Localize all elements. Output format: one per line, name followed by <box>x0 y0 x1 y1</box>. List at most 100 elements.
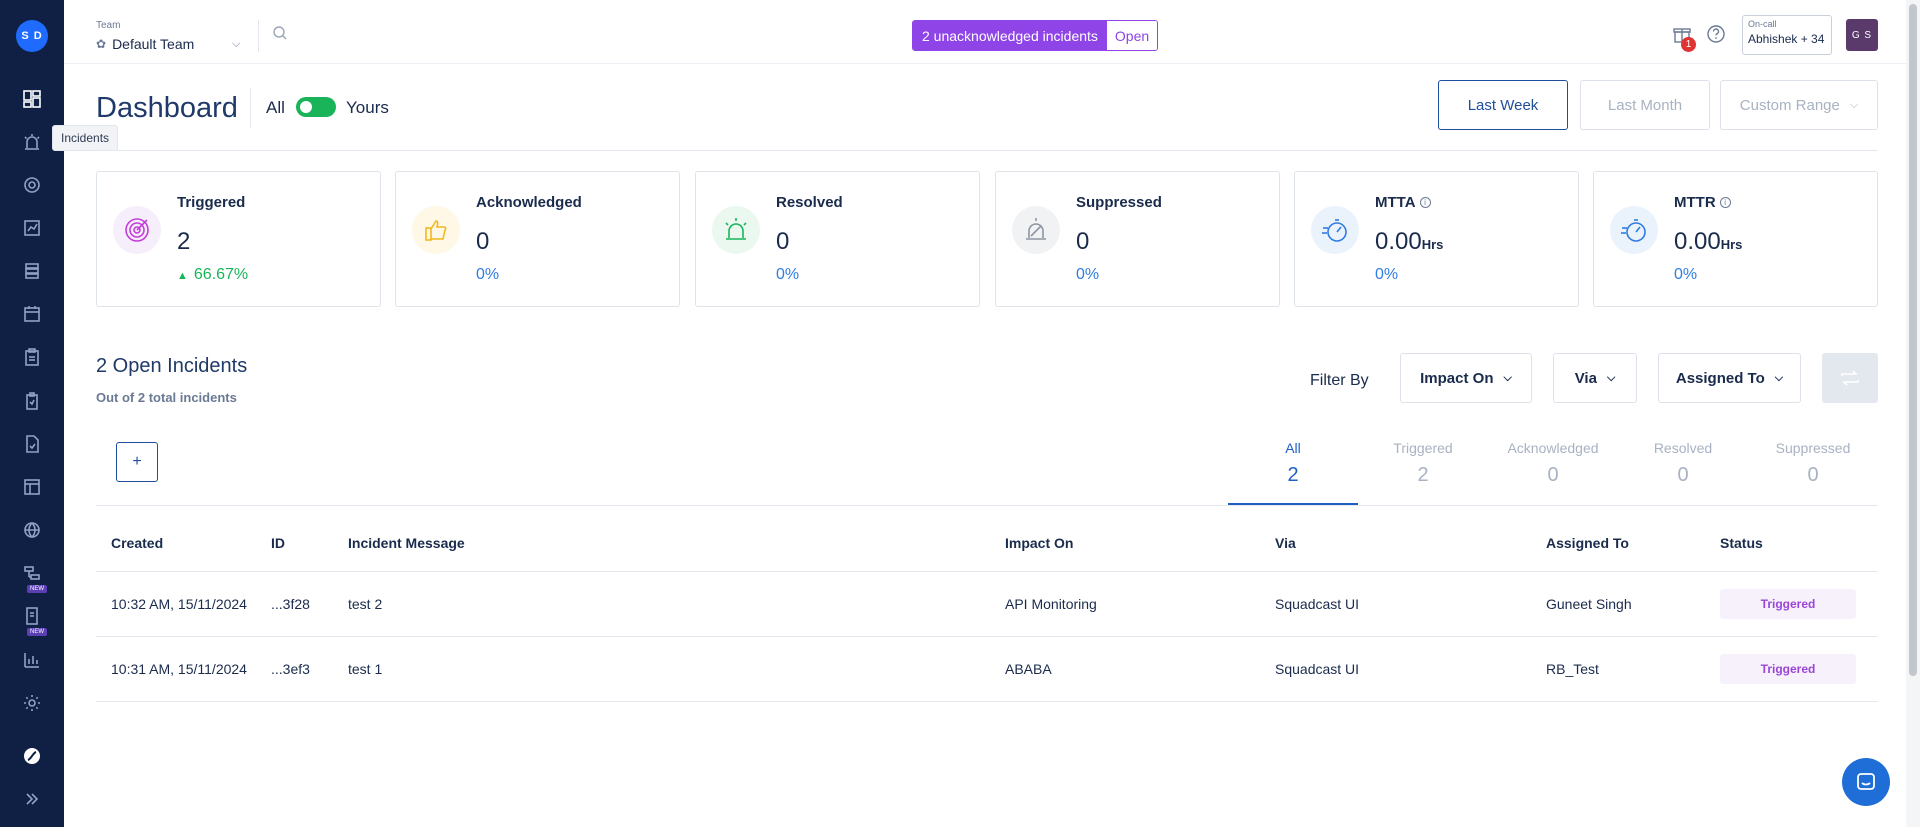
cell-impact-on: API Monitoring <box>1005 596 1097 612</box>
target-icon <box>113 206 161 254</box>
reports-icon[interactable] <box>20 648 44 672</box>
expand-icon[interactable] <box>20 787 44 811</box>
status-badge: Triggered <box>1720 589 1856 619</box>
brand-logo-icon[interactable] <box>20 744 44 768</box>
filter-label: Impact On <box>1420 369 1494 387</box>
chevron-down-icon: ⌵ <box>1774 371 1784 384</box>
stopwatch-icon <box>1610 206 1658 254</box>
new-badge: NEW <box>27 585 47 593</box>
refresh-button[interactable] <box>1822 353 1878 403</box>
cell-impact-on: ABABA <box>1005 661 1052 677</box>
tab-acknowledged[interactable]: Acknowledged 0 <box>1488 440 1618 487</box>
info-icon[interactable]: i <box>1419 197 1431 208</box>
cell-id[interactable]: ...3ef3 <box>271 661 310 677</box>
analytics-icon[interactable] <box>20 216 44 240</box>
stopwatch-icon <box>1311 206 1359 254</box>
runbook-icon[interactable] <box>20 604 44 628</box>
stack-icon[interactable] <box>20 259 44 283</box>
divider <box>96 701 1878 702</box>
column-header-impact-on[interactable]: Impact On <box>1005 535 1074 551</box>
cell-created: 10:32 AM, 15/11/2024 <box>111 596 247 612</box>
dashboard-icon[interactable] <box>20 87 44 111</box>
tab-count: 2 <box>1417 464 1429 486</box>
stat-card-mttr[interactable]: MTTR i 0.00Hrs 0% <box>1593 171 1878 307</box>
column-header-assigned-to[interactable]: Assigned To <box>1546 535 1629 551</box>
divider <box>96 150 1878 151</box>
column-header-via[interactable]: Via <box>1275 535 1296 551</box>
incidents-icon[interactable] <box>20 130 44 154</box>
impact-on-filter[interactable]: Impact On ⌵ <box>1400 353 1532 403</box>
via-filter[interactable]: Via ⌵ <box>1553 353 1637 403</box>
stat-card-mtta[interactable]: MTTA i 0.00Hrs 0% <box>1294 171 1579 307</box>
tab-all[interactable]: All 2 <box>1228 440 1358 487</box>
team-selector[interactable]: ✿ Default Team <box>96 36 194 52</box>
settings-icon[interactable] <box>20 691 44 715</box>
filter-label: Via <box>1574 369 1597 387</box>
chevron-down-icon: ⌵ <box>1606 371 1616 384</box>
last-month-button[interactable]: Last Month <box>1580 80 1710 130</box>
cell-created: 10:31 AM, 15/11/2024 <box>111 661 247 677</box>
column-header-created[interactable]: Created <box>111 535 164 551</box>
open-unacknowledged-button[interactable]: Open <box>1106 21 1158 50</box>
user-avatar[interactable]: G S <box>1846 19 1878 51</box>
add-incident-button[interactable]: + <box>116 442 158 482</box>
card-percent: 0% <box>776 266 800 283</box>
divider <box>250 88 251 128</box>
all-yours-toggle[interactable] <box>296 97 336 117</box>
table-icon[interactable] <box>20 475 44 499</box>
siren-icon <box>712 206 760 254</box>
team-label: Team <box>96 20 121 31</box>
org-avatar[interactable]: S D <box>16 20 48 52</box>
cell-assigned-to: RB_Test <box>1546 661 1599 677</box>
tab-triggered[interactable]: Triggered 2 <box>1358 440 1488 487</box>
divider <box>96 636 1878 637</box>
chat-support-button[interactable] <box>1842 758 1890 806</box>
chevron-down-icon[interactable]: ⌵ <box>232 38 241 50</box>
custom-range-dropdown[interactable]: Custom Range ⌵ <box>1720 80 1878 130</box>
toggle-all-label: All <box>266 98 285 117</box>
divider <box>96 505 1878 506</box>
document-check-icon[interactable] <box>20 432 44 456</box>
scrollbar-thumb[interactable] <box>1909 4 1917 676</box>
last-week-button[interactable]: Last Week <box>1438 80 1568 130</box>
cell-assigned-to: Guneet Singh <box>1546 596 1632 612</box>
tab-count: 2 <box>1287 464 1299 486</box>
workflow-icon[interactable] <box>20 562 44 586</box>
cell-id[interactable]: ...3f28 <box>271 596 310 612</box>
column-header-status[interactable]: Status <box>1720 535 1763 551</box>
stat-card-suppressed[interactable]: Suppressed 0 0% <box>995 171 1280 307</box>
card-value: 0 <box>476 228 490 255</box>
stat-card-resolved[interactable]: Resolved 0 0% <box>695 171 980 307</box>
stat-card-acknowledged[interactable]: Acknowledged 0 0% <box>395 171 680 307</box>
calendar-icon[interactable] <box>20 302 44 326</box>
search-icon[interactable] <box>272 25 288 46</box>
info-icon[interactable]: i <box>1719 197 1731 208</box>
card-label: Suppressed <box>1076 194 1162 211</box>
clipboard-check-icon[interactable] <box>20 389 44 413</box>
oncall-label: On-call <box>1748 19 1777 29</box>
assigned-to-filter[interactable]: Assigned To ⌵ <box>1658 353 1801 403</box>
open-incidents-title: 2 Open Incidents <box>96 355 248 377</box>
tab-suppressed[interactable]: Suppressed 0 <box>1748 440 1878 487</box>
divider <box>258 20 259 52</box>
tab-resolved[interactable]: Resolved 0 <box>1618 440 1748 487</box>
active-tab-indicator <box>1228 503 1358 505</box>
column-header-message[interactable]: Incident Message <box>348 535 465 551</box>
clipboard-icon[interactable] <box>20 345 44 369</box>
card-label-text: MTTR <box>1674 194 1716 211</box>
filter-label: Assigned To <box>1675 369 1765 387</box>
notification-badge: 1 <box>1681 37 1696 52</box>
stat-card-triggered[interactable]: Triggered 2 ▲ 66.67% <box>96 171 381 307</box>
divider <box>96 571 1878 572</box>
column-header-id[interactable]: ID <box>271 535 285 551</box>
cell-message[interactable]: test 1 <box>348 661 383 677</box>
page-title: Dashboard <box>96 92 238 124</box>
refresh-icon <box>1841 370 1859 386</box>
globe-icon[interactable] <box>20 518 44 542</box>
cell-message[interactable]: test 2 <box>348 596 383 612</box>
oncall-widget[interactable]: On-call Abhishek + 34 <box>1742 15 1832 55</box>
scrollbar[interactable] <box>1906 0 1920 827</box>
help-icon[interactable] <box>1706 24 1726 49</box>
card-value: 0.00Hrs <box>1375 228 1443 256</box>
services-icon[interactable] <box>20 173 44 197</box>
